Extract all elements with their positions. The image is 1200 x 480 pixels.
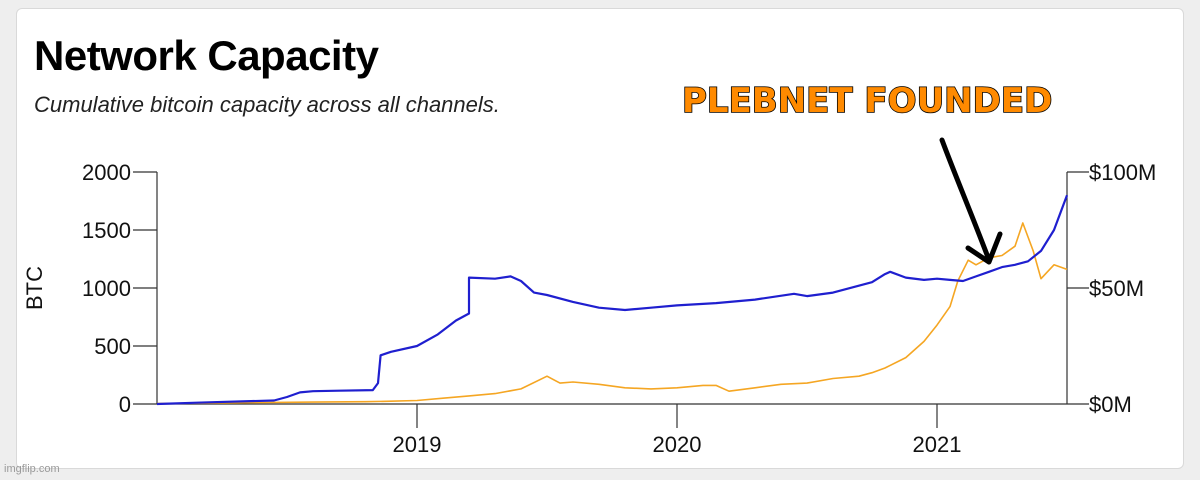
annotation-text: PLEBNET FOUNDED <box>682 81 1052 121</box>
chart-card <box>16 8 1184 469</box>
axes: 0 500 1000 1500 2000 $0M $50M $100M 2019 2020 2021… <box>22 160 1156 457</box>
usd-capacity-line <box>156 222 1068 405</box>
y-left-tick-label: 500 <box>94 334 131 359</box>
y-left-tick-label: 0 <box>119 392 131 417</box>
y-axis-title: BTC <box>22 266 47 310</box>
y-right-tick-label: $0M <box>1089 392 1132 417</box>
x-tick-label: 2020 <box>653 432 702 457</box>
btc-capacity-line <box>156 194 1069 406</box>
plebnet-annotation: PLEBNET FOUNDED <box>681 80 1053 265</box>
y-right-tick-label: $100M <box>1089 160 1156 185</box>
imgflip-watermark: imgflip.com <box>4 463 60 475</box>
chart-subtitle: Cumulative bitcoin capacity across all c… <box>34 92 500 117</box>
x-tick-label: 2021 <box>913 432 962 457</box>
y-right-tick-label: $50M <box>1089 276 1144 301</box>
annotation-arrow <box>939 137 992 263</box>
y-left-tick-label: 1000 <box>82 276 131 301</box>
y-left-tick-label: 2000 <box>82 160 131 185</box>
chart-title: Network Capacity <box>34 32 379 79</box>
series-lines <box>156 194 1069 406</box>
annotation-arrowhead <box>965 231 1003 265</box>
y-left-tick-label: 1500 <box>82 218 131 243</box>
x-tick-label: 2019 <box>393 432 442 457</box>
